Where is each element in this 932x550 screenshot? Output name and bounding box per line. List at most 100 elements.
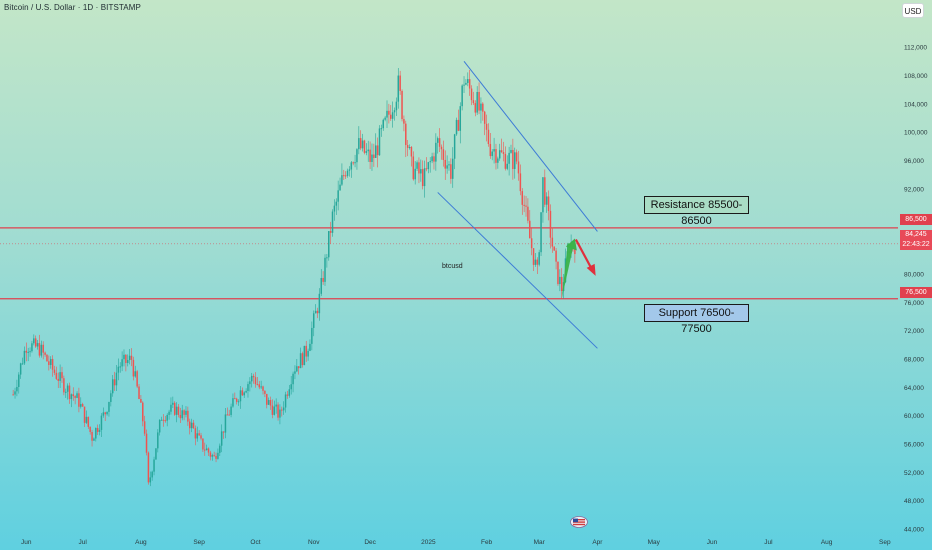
candle-body	[273, 406, 276, 415]
candle-body	[72, 394, 75, 397]
currency-button[interactable]: USD	[902, 3, 924, 18]
descending-channel	[437, 61, 598, 349]
candle-body	[423, 168, 426, 187]
candle-body	[529, 220, 531, 239]
candle-body	[374, 145, 377, 158]
candle-body	[226, 414, 229, 416]
x-tick-label: Apr	[592, 539, 603, 546]
candle-body	[517, 161, 520, 174]
candle-body	[544, 177, 546, 205]
candle-body	[497, 158, 499, 163]
candle-body	[329, 231, 332, 233]
candle-body	[388, 110, 390, 115]
y-tick-label: 96,000	[904, 158, 924, 165]
x-tick-label: Sep	[193, 539, 205, 546]
candle-body	[170, 404, 172, 412]
candle-body	[414, 168, 416, 180]
candle-body	[63, 378, 65, 393]
candle-body	[21, 363, 24, 365]
candle-body	[18, 374, 20, 387]
candle-body	[487, 129, 490, 144]
candle-body	[65, 391, 67, 393]
candle-body	[275, 404, 277, 407]
candle-body	[16, 386, 18, 392]
candle-body	[384, 117, 386, 120]
candle-body	[93, 438, 95, 441]
candle-body	[125, 354, 127, 363]
candle-body	[551, 237, 554, 247]
candle-body	[282, 407, 285, 411]
candle-body	[408, 147, 411, 149]
candle-body	[78, 393, 80, 407]
candle-body	[177, 406, 180, 415]
flag-icon[interactable]	[570, 516, 588, 528]
candle-body	[14, 391, 16, 395]
candle-body	[245, 390, 247, 393]
candle-body	[106, 411, 108, 415]
candle-body	[267, 400, 270, 405]
candle-body	[309, 343, 311, 351]
candle-body	[292, 373, 294, 385]
candle-body	[211, 455, 214, 457]
candle-body	[433, 156, 435, 162]
candle-body	[380, 128, 383, 130]
candle-body	[485, 123, 488, 130]
x-tick-label: Feb	[481, 539, 493, 546]
candle-body	[450, 164, 452, 179]
candle-body	[44, 352, 46, 355]
candle-body	[519, 173, 522, 192]
x-tick-label: 2025	[421, 539, 436, 546]
candle-body	[12, 394, 14, 396]
time-axis: Jun Jul Aug Sep Oct Nov Dec 2025 Feb Mar Apr May Jun…	[21, 539, 891, 546]
candle-body	[235, 398, 238, 402]
candle-body	[418, 162, 420, 174]
candle-body	[237, 401, 240, 403]
candle-body	[288, 389, 291, 396]
candle-body	[108, 401, 110, 412]
candle-body	[241, 390, 244, 396]
candle-body	[175, 406, 178, 415]
channel-lower-line	[437, 192, 598, 349]
candle-body	[547, 196, 550, 211]
candle-body	[510, 149, 512, 153]
candle-body	[311, 327, 313, 344]
candle-body	[365, 151, 368, 153]
candle-body	[502, 152, 505, 154]
candle-body	[249, 381, 251, 385]
candle-body	[34, 338, 37, 347]
candle-body	[343, 175, 345, 177]
candle-body	[331, 211, 334, 233]
candle-body	[397, 75, 400, 102]
candle-body	[523, 204, 525, 206]
candle-body	[500, 150, 503, 153]
candle-body	[401, 90, 403, 120]
candle-body	[104, 412, 106, 415]
support-label[interactable]: Support 76500-77500	[644, 304, 749, 335]
projection-up-arrowhead	[565, 238, 577, 251]
projection-down-arrowhead	[586, 263, 596, 276]
y-tick-label: 104,000	[904, 101, 928, 108]
current-price-tag: 84,245 22:43:22	[900, 230, 932, 250]
candles	[12, 68, 576, 487]
candle-body	[262, 386, 264, 391]
resistance-label[interactable]: Resistance 85500-86500	[644, 196, 749, 227]
candle-body	[143, 421, 146, 434]
candle-body	[91, 431, 93, 441]
y-tick-label: 80,000	[904, 271, 924, 278]
candle-body	[155, 448, 157, 460]
candle-body	[198, 433, 200, 436]
candle-body	[147, 452, 150, 483]
y-tick-label: 60,000	[904, 413, 924, 420]
candle-body	[164, 420, 167, 422]
x-tick-label: Sep	[879, 539, 891, 546]
candle-body	[358, 138, 360, 150]
candle-body	[271, 405, 274, 415]
candle-body	[555, 250, 557, 262]
candle-body	[51, 358, 54, 370]
candle-body	[145, 433, 148, 453]
candle-body	[57, 378, 59, 381]
candle-body	[483, 111, 486, 124]
candle-body	[279, 409, 281, 418]
